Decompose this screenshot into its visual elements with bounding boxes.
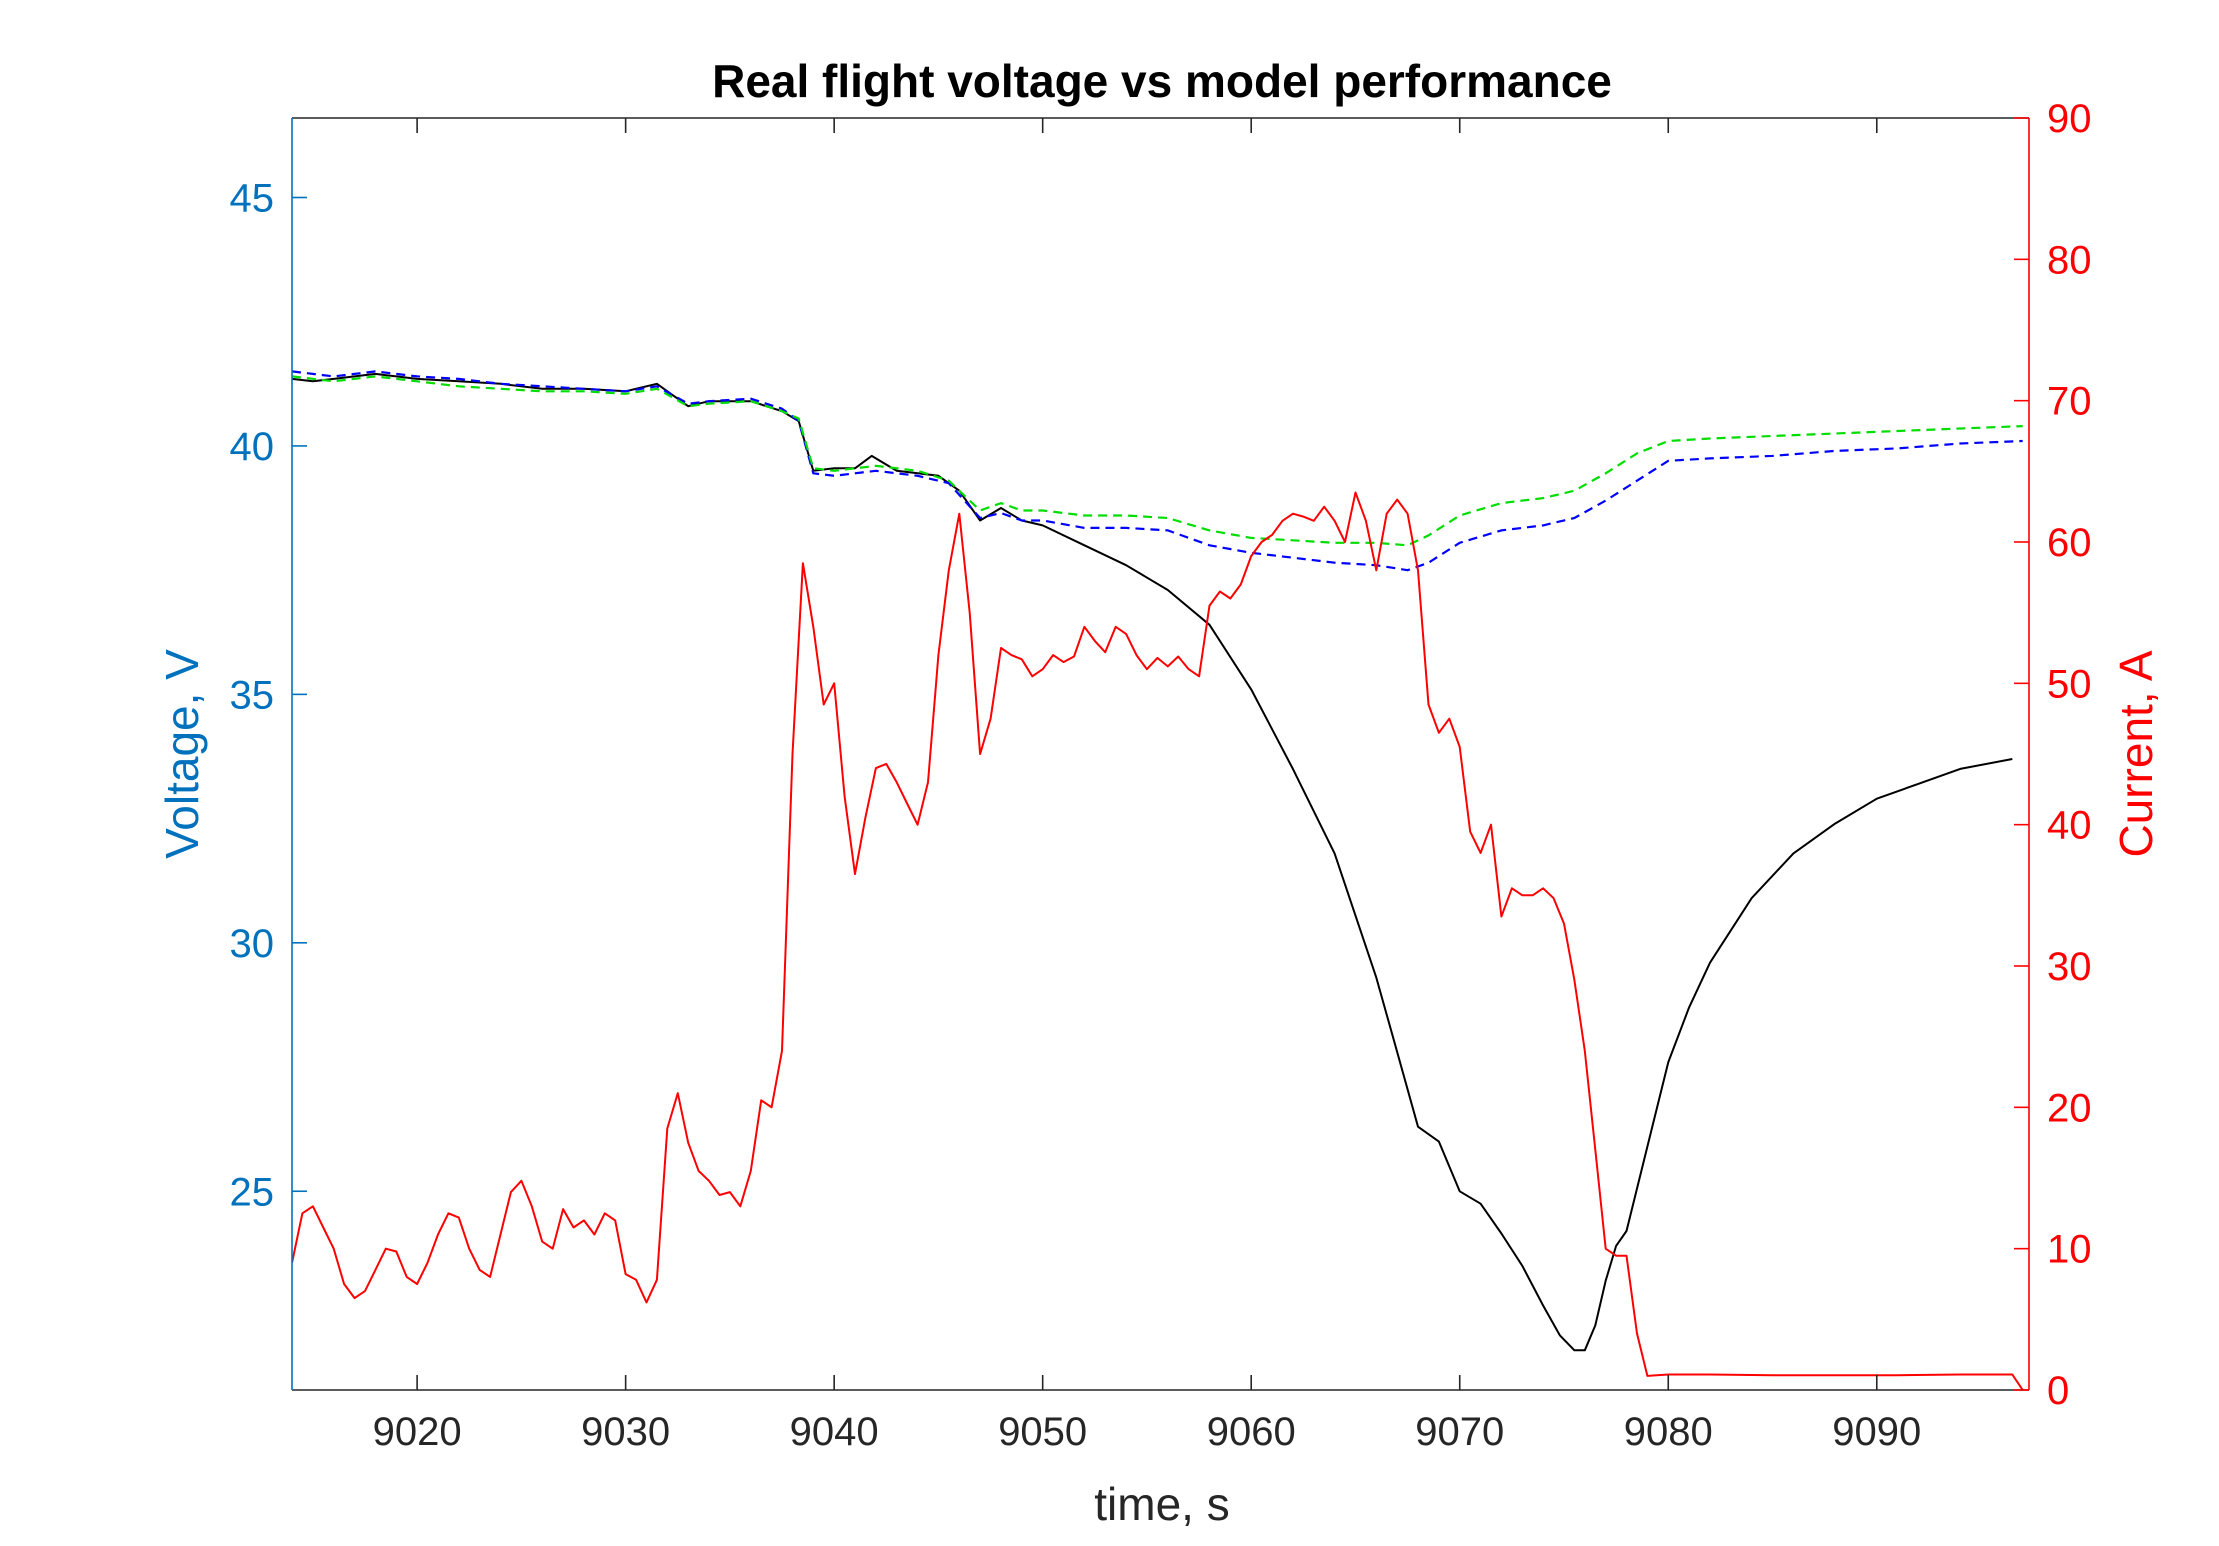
x-tick-label: 9070 xyxy=(1415,1410,1504,1454)
y-right-tick-label: 80 xyxy=(2047,238,2092,282)
y-right-tick-label: 70 xyxy=(2047,380,2092,424)
current-line xyxy=(292,491,2024,1390)
axis-layer: 9020 9030 9040 9050 9060 9070 9080 909025303540… xyxy=(230,97,2092,1454)
x-tick-label: 9060 xyxy=(1207,1410,1296,1454)
x-tick-label: 9040 xyxy=(790,1410,879,1454)
model-a-voltage-line xyxy=(292,370,2023,572)
y-right-tick-label: 0 xyxy=(2047,1369,2069,1413)
y-left-tick-label: 40 xyxy=(230,425,275,469)
y-left-tick-label: 30 xyxy=(230,922,275,966)
y-right-tick-label: 40 xyxy=(2047,804,2092,848)
y-left-tick-label: 45 xyxy=(230,177,275,221)
x-tick-label: 9080 xyxy=(1624,1410,1713,1454)
y-right-tick-label: 90 xyxy=(2047,97,2092,141)
y-axis-left-label: Voltage, V xyxy=(156,649,208,859)
y-right-tick-label: 20 xyxy=(2047,1086,2092,1130)
x-tick-label: 9030 xyxy=(581,1410,670,1454)
x-axis-label: time, s xyxy=(1094,1478,1229,1530)
y-right-tick-label: 60 xyxy=(2047,521,2092,565)
chart-title: Real flight voltage vs model performance xyxy=(712,55,1612,107)
measured-voltage-line xyxy=(292,372,2013,1352)
y-right-tick-label: 30 xyxy=(2047,945,2092,989)
model-b-voltage-line xyxy=(292,375,2023,547)
x-tick-label: 9090 xyxy=(1832,1410,1921,1454)
x-tick-label: 9020 xyxy=(373,1410,462,1454)
y-axis-right-label: Current, A xyxy=(2110,650,2162,857)
y-right-tick-label: 50 xyxy=(2047,662,2092,706)
series-layer xyxy=(292,370,2024,1390)
y-right-tick-label: 10 xyxy=(2047,1228,2092,1272)
y-left-tick-label: 25 xyxy=(230,1170,275,1214)
plot-area xyxy=(292,118,2029,1390)
y-left-tick-label: 35 xyxy=(230,673,275,717)
x-tick-label: 9050 xyxy=(998,1410,1087,1454)
